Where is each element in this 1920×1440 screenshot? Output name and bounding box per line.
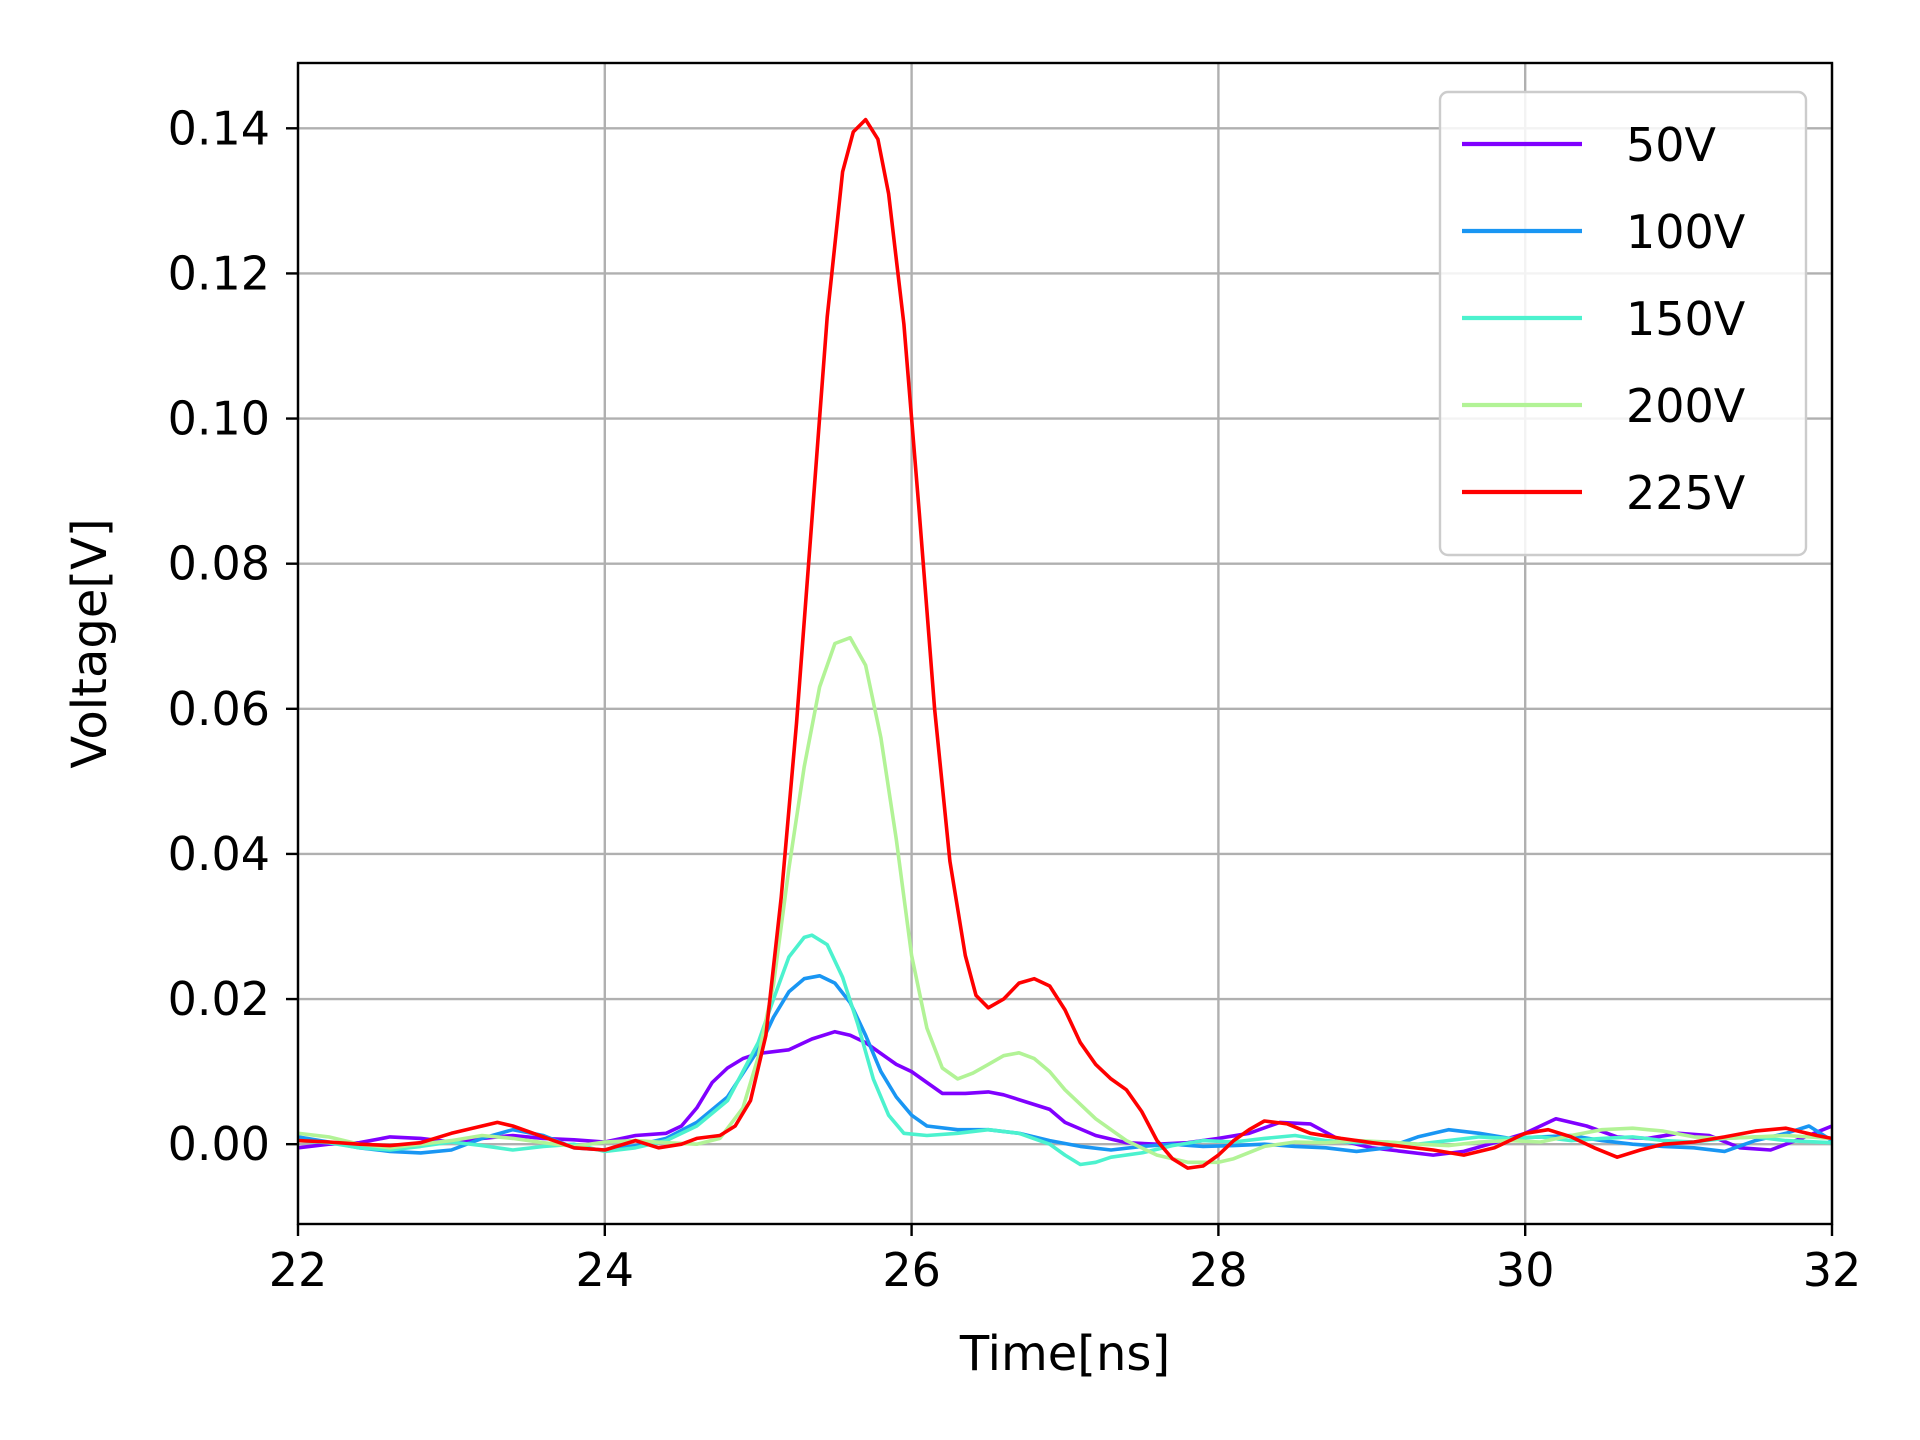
y-tick-label: 0.04 xyxy=(168,827,270,881)
x-tick-label: 28 xyxy=(1189,1243,1248,1297)
y-tick-label: 0.14 xyxy=(168,101,270,155)
legend-label: 200V xyxy=(1626,379,1746,433)
x-tick-label: 32 xyxy=(1803,1243,1862,1297)
plot-frame xyxy=(296,61,1834,1226)
y-tick-label: 0.08 xyxy=(168,537,270,591)
y-tick-label: 0.12 xyxy=(168,246,270,300)
series-lines xyxy=(298,117,1832,1170)
y-axis-title: Voltage[V] xyxy=(62,518,118,768)
x-tick-label: 24 xyxy=(576,1243,635,1297)
legend-label: 150V xyxy=(1626,292,1746,346)
legend-box xyxy=(1438,90,1808,557)
legend: 50V 100V 150V 200V 225V xyxy=(1438,90,1808,557)
legend-label: 225V xyxy=(1626,466,1746,520)
grid-lines xyxy=(296,63,1834,1224)
y-tick-label: 0.06 xyxy=(168,682,270,736)
y-tick-label: 0.10 xyxy=(168,392,270,446)
x-tick-label: 26 xyxy=(882,1243,941,1297)
x-tick-label: 22 xyxy=(269,1243,328,1297)
series-line-225V xyxy=(298,117,1832,1170)
legend-label: 100V xyxy=(1626,205,1746,259)
legend-label: 50V xyxy=(1626,118,1717,172)
x-tick-label: 30 xyxy=(1496,1243,1555,1297)
series-line-200V xyxy=(298,635,1832,1165)
y-tick-label: 0.00 xyxy=(168,1117,270,1171)
y-tick-label: 0.02 xyxy=(168,972,270,1026)
x-axis-title: Time[ns] xyxy=(959,1326,1170,1382)
axis-ticks: 22 24 26 28 30 32 0.00 0.02 0.04 0.06 0.08 0.10 0.12… xyxy=(168,101,1862,1297)
